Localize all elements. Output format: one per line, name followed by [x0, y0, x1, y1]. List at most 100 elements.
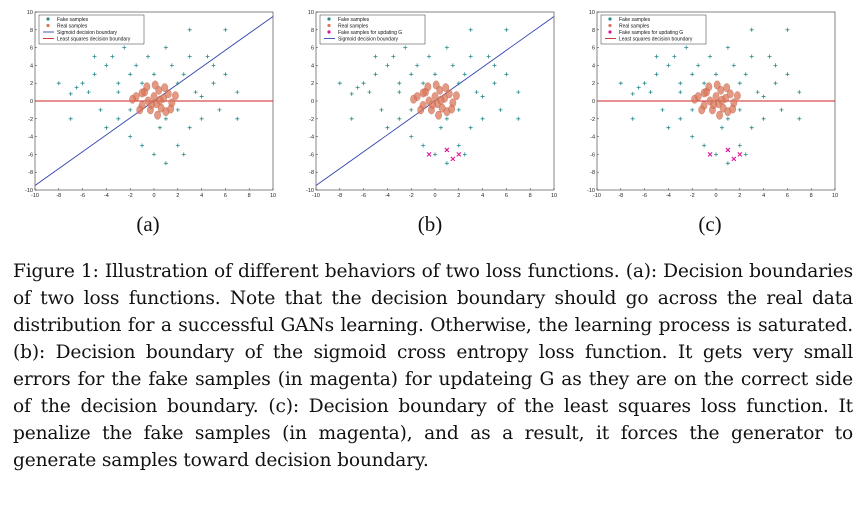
legend-marker-swatch — [46, 17, 50, 21]
panel-c: -10 -8 -6 -4 -2 0 2 4 6 8 10 10 8 6 4 2 0 -2 -4 -6 -8 -10 Fake… — [579, 6, 841, 206]
magenta-sample-point — [707, 152, 713, 157]
fake-sample-point — [134, 63, 139, 68]
fake-sample-point — [205, 54, 210, 59]
fake-sample-point — [181, 152, 186, 157]
real-sample-point — [432, 80, 440, 90]
fake-sample-point — [468, 54, 473, 59]
legend-entry: Least squares decision boundary — [619, 37, 693, 43]
fake-sample-point — [462, 152, 467, 157]
x-tick-label: -8 — [56, 193, 61, 199]
x-tick-label: -4 — [385, 193, 390, 199]
fake-sample-point — [642, 81, 647, 86]
y-tick-label: -2 — [28, 117, 33, 123]
x-tick-label: -2 — [690, 193, 695, 199]
real-sample-point — [129, 94, 136, 104]
x-tick-label: -6 — [642, 193, 647, 199]
fake-sample-point — [175, 107, 180, 112]
fake-sample-point — [409, 72, 414, 77]
fake-sample-point — [104, 125, 109, 130]
fake-sample-point — [660, 107, 665, 112]
real-sample-point — [148, 100, 155, 109]
fake-sample-point — [797, 116, 802, 121]
fake-sample-point — [666, 63, 671, 68]
x-tick-label: 8 — [248, 193, 251, 199]
real-sample-point — [429, 100, 436, 109]
fake-sample-point — [504, 27, 509, 32]
fake-sample-point — [433, 72, 437, 77]
fake-sample-point — [648, 90, 653, 95]
legend-box — [600, 14, 707, 45]
fake-sample-point — [678, 81, 683, 86]
fake-sample-point — [122, 45, 127, 50]
fake-sample-point — [630, 116, 635, 121]
real-sample-point — [723, 83, 731, 93]
fake-sample-point — [678, 90, 683, 95]
fake-sample-point — [355, 85, 360, 90]
y-tick-label: -2 — [309, 117, 314, 123]
fake-sample-point — [630, 91, 635, 96]
fake-sample-point — [409, 134, 414, 139]
scatter-plot-c: -10 -8 -6 -4 -2 0 2 4 6 8 10 10 8 6 4 2 0 -2 -4 -6 -8 -10 Fake… — [587, 10, 838, 199]
fake-sample-point — [755, 90, 760, 95]
fake-sample-point — [690, 134, 695, 139]
fake-sample-point — [690, 72, 695, 77]
real-sample-point — [445, 89, 453, 99]
magenta-sample-point — [444, 147, 450, 153]
x-tick-label: 6 — [786, 193, 789, 199]
x-tick-label: 0 — [433, 193, 436, 199]
fake-sample-point — [140, 143, 145, 148]
fake-sample-point — [618, 81, 623, 86]
fake-sample-point — [737, 81, 742, 86]
y-tick-label: -6 — [309, 152, 314, 158]
fake-sample-point — [397, 116, 402, 121]
fake-sample-point — [696, 63, 701, 68]
fake-sample-point — [337, 81, 342, 86]
fake-sample-point — [349, 91, 354, 96]
y-tick-label: 10 — [589, 10, 595, 16]
fake-sample-point — [492, 81, 497, 86]
fake-sample-point — [211, 81, 216, 86]
x-tick-label: -10 — [31, 193, 39, 199]
fake-sample-point — [714, 152, 718, 157]
x-tick-label: 0 — [152, 193, 155, 199]
fake-sample-point — [636, 85, 641, 90]
real-sample-point — [154, 110, 161, 120]
fake-sample-point — [779, 107, 784, 112]
fake-sample-point — [737, 143, 742, 148]
fake-sample-point — [74, 85, 79, 90]
fake-sample-point — [128, 107, 133, 112]
y-tick-label: 0 — [311, 99, 314, 105]
fake-sample-point — [211, 63, 216, 68]
fake-sample-point — [163, 116, 168, 121]
fake-sample-point — [421, 81, 426, 86]
fake-sample-point — [725, 116, 730, 121]
x-tick-label: -10 — [593, 193, 601, 199]
legend-entry: Real samples — [338, 24, 369, 30]
y-tick-label: 10 — [308, 10, 314, 16]
fake-sample-point — [516, 116, 521, 121]
fake-sample-point — [743, 72, 748, 77]
fake-sample-point — [498, 107, 503, 112]
real-sample-point — [417, 105, 425, 115]
fake-sample-point — [68, 91, 73, 96]
fake-sample-point — [773, 63, 778, 68]
y-tick-label: -8 — [590, 170, 595, 176]
y-tick-label: 0 — [30, 99, 33, 105]
legend-marker-swatch — [327, 30, 331, 34]
fake-sample-point — [163, 161, 168, 166]
fake-sample-point — [409, 107, 414, 112]
x-tick-label: 6 — [505, 193, 508, 199]
x-tick-label: -2 — [409, 193, 414, 199]
fake-sample-point — [468, 27, 473, 32]
real-sample-point — [716, 110, 723, 120]
fake-sample-point — [749, 27, 754, 32]
legend-entry: Least squares decision boundary — [57, 37, 131, 43]
fake-sample-point — [456, 81, 461, 86]
fake-sample-point — [444, 161, 449, 166]
x-tick-label: 2 — [738, 193, 741, 199]
real-sample-point — [156, 95, 164, 105]
fake-sample-point — [474, 90, 479, 95]
fake-sample-point — [128, 134, 133, 139]
y-tick-label: 2 — [592, 81, 595, 87]
